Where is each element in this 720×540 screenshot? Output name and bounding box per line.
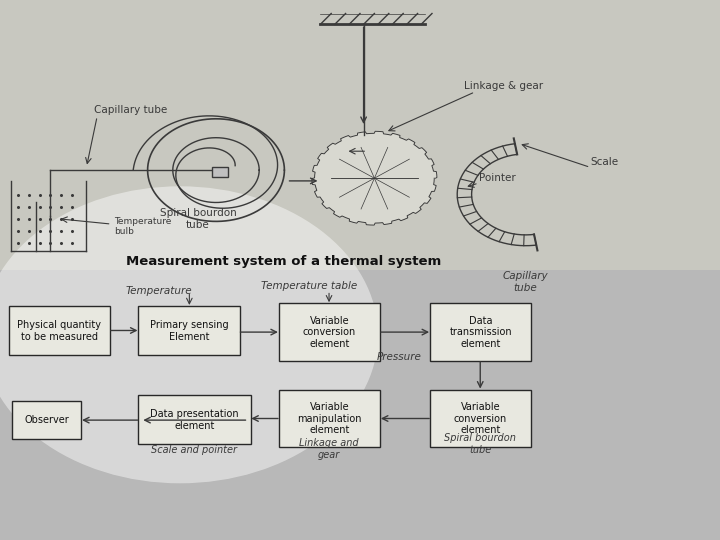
- Text: Temperature table: Temperature table: [261, 281, 358, 291]
- Text: Variable
conversion
element: Variable conversion element: [454, 402, 507, 435]
- Text: Temperature: Temperature: [125, 286, 192, 296]
- Bar: [0, 0, 720, 270]
- Text: Pressure: Pressure: [377, 352, 422, 362]
- FancyBboxPatch shape: [138, 395, 251, 444]
- Text: Data
transmission
element: Data transmission element: [449, 315, 512, 349]
- Text: Measurement system of a thermal system: Measurement system of a thermal system: [126, 255, 441, 268]
- Text: Scale: Scale: [590, 157, 618, 167]
- FancyBboxPatch shape: [9, 306, 110, 355]
- Text: Capillary tube: Capillary tube: [94, 105, 167, 116]
- Text: Variable
manipulation
element: Variable manipulation element: [297, 402, 361, 435]
- Bar: [212, 167, 228, 177]
- FancyBboxPatch shape: [430, 390, 531, 447]
- Text: Linkage & gear: Linkage & gear: [464, 81, 544, 91]
- Text: Linkage and
gear: Linkage and gear: [300, 438, 359, 460]
- Text: Spiral bourdon
tube: Spiral bourdon tube: [160, 208, 236, 230]
- Text: Physical quantity
to be measured: Physical quantity to be measured: [17, 320, 102, 342]
- Text: Spiral bourdon
tube: Spiral bourdon tube: [444, 433, 516, 455]
- Polygon shape: [312, 131, 437, 225]
- Text: Variable
conversion
element: Variable conversion element: [303, 315, 356, 349]
- Text: Temperature
bulb: Temperature bulb: [114, 217, 171, 237]
- Text: Observer: Observer: [24, 415, 69, 425]
- FancyBboxPatch shape: [430, 303, 531, 361]
- Ellipse shape: [0, 186, 378, 483]
- Text: Capillary
tube: Capillary tube: [503, 271, 549, 293]
- Text: Primary sensing
Element: Primary sensing Element: [150, 320, 228, 342]
- Text: Scale and pointer: Scale and pointer: [151, 444, 238, 455]
- FancyBboxPatch shape: [138, 306, 240, 355]
- FancyBboxPatch shape: [279, 390, 380, 447]
- Text: Pointer: Pointer: [479, 173, 516, 183]
- FancyBboxPatch shape: [12, 401, 81, 439]
- Text: Data presentation
element: Data presentation element: [150, 409, 239, 431]
- FancyBboxPatch shape: [279, 303, 380, 361]
